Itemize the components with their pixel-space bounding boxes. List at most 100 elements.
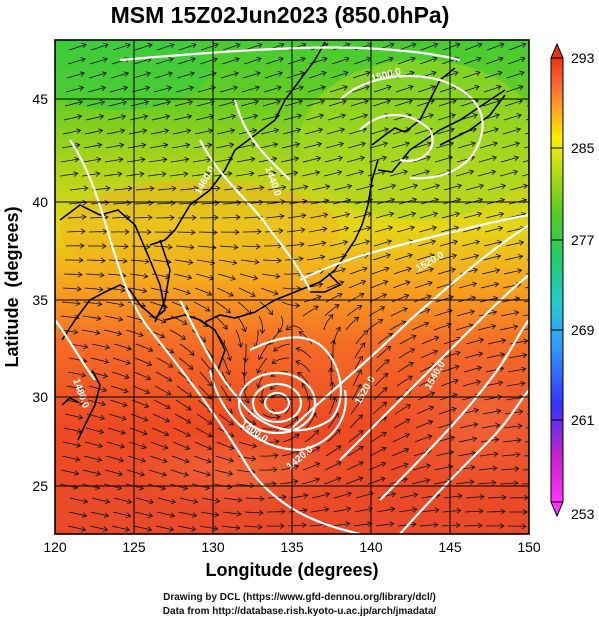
wind-streamline bbox=[218, 101, 237, 107]
wind-arrowhead bbox=[314, 462, 321, 468]
wind-streamline bbox=[504, 255, 523, 261]
wind-arrowhead bbox=[353, 316, 360, 322]
wind-streamline bbox=[478, 467, 497, 471]
wind-arrowhead bbox=[457, 493, 463, 500]
wind-arrowhead bbox=[313, 429, 320, 435]
wind-arrowhead bbox=[409, 225, 416, 231]
wind-streamline bbox=[522, 159, 529, 163]
wind-streamline bbox=[392, 433, 410, 443]
wind-arrowhead bbox=[97, 442, 104, 449]
wind-streamline bbox=[179, 187, 198, 191]
wind-streamline bbox=[307, 242, 326, 247]
wind-streamline bbox=[199, 217, 219, 219]
wind-arrowhead bbox=[541, 85, 546, 90]
wind-arrowhead bbox=[162, 156, 168, 163]
wind-streamline bbox=[218, 413, 234, 426]
wind-arrowhead bbox=[165, 99, 172, 106]
wind-arrowhead bbox=[234, 57, 240, 63]
wind-streamline bbox=[220, 385, 232, 402]
wind-streamline bbox=[61, 455, 80, 461]
wind-streamline bbox=[178, 511, 197, 517]
wind-arrowhead bbox=[229, 432, 235, 438]
wind-arrowhead bbox=[95, 470, 102, 477]
wind-streamline bbox=[127, 301, 146, 307]
wind-arrowhead bbox=[120, 128, 126, 134]
wind-arrowhead bbox=[500, 508, 506, 515]
wind-streamline bbox=[531, 200, 549, 204]
wind-arrowhead bbox=[279, 213, 285, 220]
wind-streamline bbox=[199, 525, 218, 530]
wind-arrowhead bbox=[165, 404, 171, 409]
wind-arrowhead bbox=[230, 113, 237, 120]
wind-streamline bbox=[353, 355, 363, 373]
wind-arrowhead bbox=[472, 436, 478, 442]
wind-arrowhead bbox=[498, 380, 504, 386]
wind-streamline bbox=[196, 259, 215, 264]
wind-streamline bbox=[152, 413, 170, 423]
wind-arrowhead bbox=[477, 42, 483, 48]
wind-streamline bbox=[398, 43, 417, 51]
wind-arrowhead bbox=[95, 329, 101, 336]
wind-streamline bbox=[355, 330, 369, 345]
wind-streamline bbox=[67, 371, 86, 377]
wind-streamline bbox=[484, 227, 503, 233]
wind-arrowhead bbox=[301, 42, 307, 49]
wind-arrowhead bbox=[494, 267, 501, 274]
wind-arrowhead bbox=[167, 362, 174, 368]
wind-arrowhead bbox=[541, 241, 545, 246]
wind-streamline bbox=[235, 329, 242, 348]
wind-streamline bbox=[521, 173, 529, 177]
wind-streamline bbox=[89, 58, 108, 65]
wind-arrowhead bbox=[324, 492, 331, 498]
wind-streamline bbox=[351, 86, 370, 93]
wind-streamline bbox=[200, 43, 219, 51]
wind-streamline bbox=[347, 446, 364, 457]
wind-arrowhead bbox=[125, 512, 132, 519]
wind-streamline bbox=[222, 43, 241, 51]
wind-streamline bbox=[244, 43, 263, 51]
wind-arrowhead bbox=[228, 457, 235, 463]
wind-arrowhead bbox=[95, 171, 101, 177]
wind-arrowhead bbox=[455, 42, 461, 48]
wind-streamline bbox=[349, 267, 368, 275]
wind-arrowhead bbox=[299, 71, 305, 77]
wind-arrowhead bbox=[318, 113, 325, 119]
wind-arrowhead bbox=[515, 127, 522, 133]
wind-arrowhead bbox=[278, 56, 284, 63]
wind-streamline bbox=[173, 115, 192, 121]
wind-arrowhead bbox=[190, 57, 196, 63]
wind-arrowhead bbox=[121, 99, 128, 106]
wind-arrowhead bbox=[215, 185, 221, 192]
wind-arrowhead bbox=[338, 141, 345, 148]
wind-arrowhead bbox=[496, 408, 502, 415]
wind-streamline bbox=[195, 273, 214, 280]
wind-streamline bbox=[393, 418, 410, 429]
wind-streamline bbox=[310, 508, 329, 513]
wind-arrowhead bbox=[359, 292, 365, 298]
wind-arrowhead bbox=[456, 507, 462, 514]
wind-arrowhead bbox=[186, 128, 192, 134]
wind-arrowhead bbox=[143, 273, 149, 279]
wind-streamline bbox=[242, 72, 261, 79]
wind-streamline bbox=[169, 329, 186, 340]
wind-arrowhead bbox=[540, 424, 544, 429]
wind-streamline bbox=[412, 464, 431, 471]
wind-streamline bbox=[178, 357, 194, 370]
wind-streamline bbox=[412, 156, 431, 163]
wind-arrowhead bbox=[490, 323, 497, 330]
wind-streamline bbox=[327, 412, 339, 429]
wind-streamline bbox=[374, 226, 393, 233]
wind-streamline bbox=[324, 157, 343, 163]
wind-arrowhead bbox=[344, 212, 351, 218]
wind-arrowhead bbox=[126, 200, 132, 206]
wind-streamline bbox=[88, 385, 107, 392]
wind-arrowhead bbox=[425, 463, 432, 469]
wind-streamline bbox=[329, 241, 348, 247]
wind-arrowhead bbox=[259, 495, 265, 502]
wind-streamline bbox=[289, 494, 308, 499]
wind-arrowhead bbox=[279, 42, 285, 49]
wind-arrowhead bbox=[232, 259, 238, 266]
wind-streamline bbox=[438, 408, 457, 415]
wind-arrowhead bbox=[470, 464, 476, 471]
wind-streamline bbox=[62, 441, 81, 447]
